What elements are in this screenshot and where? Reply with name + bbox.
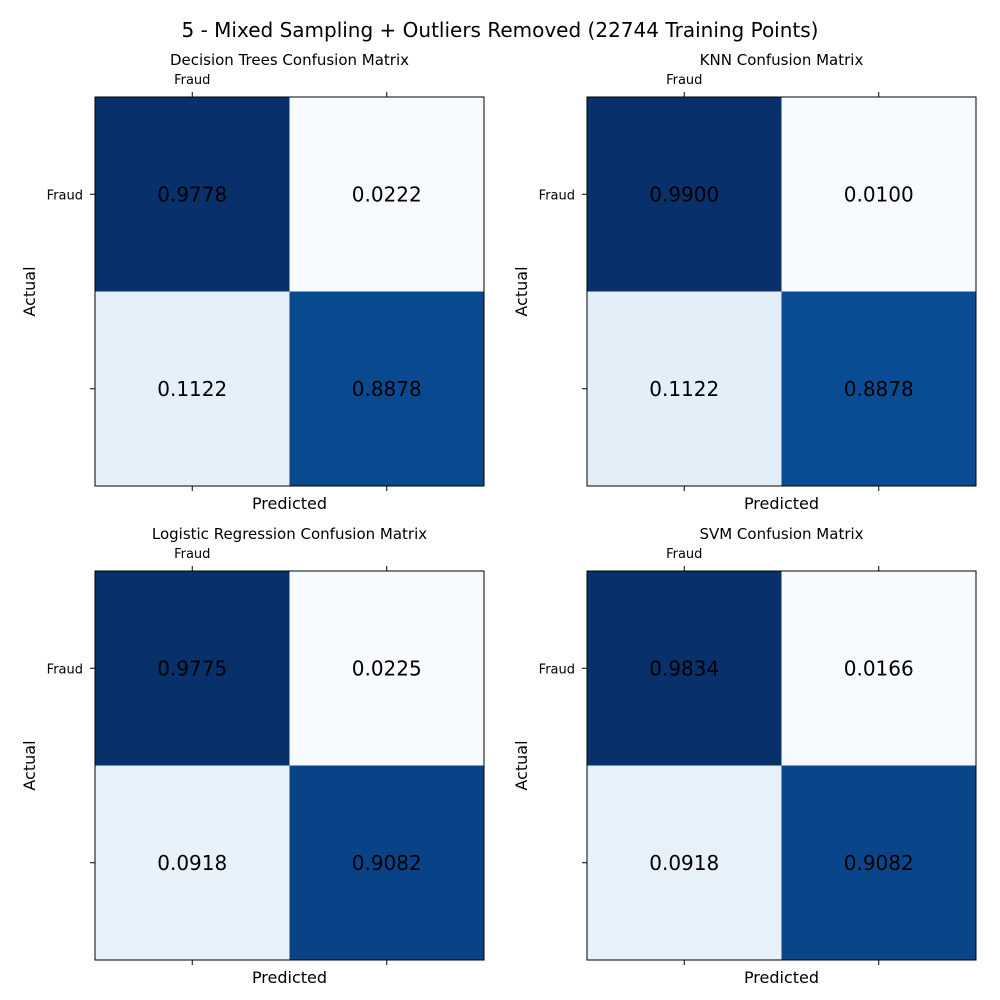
axes-frame bbox=[586, 96, 977, 487]
y-tick-label: Fraud bbox=[47, 662, 83, 677]
y-axis-label: Actual bbox=[20, 266, 39, 316]
cell-value-label: 0.1122 bbox=[649, 377, 719, 401]
matrix-cell bbox=[289, 291, 484, 486]
y-tick-label: Fraud bbox=[47, 188, 83, 203]
x-tick-label: Fraud bbox=[174, 547, 210, 562]
matrix-cell bbox=[781, 571, 976, 766]
y-axis-label: Actual bbox=[20, 740, 39, 790]
cell-value-label: 0.0222 bbox=[352, 182, 422, 206]
figure-suptitle: 5 - Mixed Sampling + Outliers Removed (2… bbox=[182, 18, 819, 42]
cell-value-label: 0.1122 bbox=[157, 377, 227, 401]
axes-frame bbox=[586, 570, 977, 961]
matrix-cell bbox=[95, 97, 290, 292]
matrix-cell bbox=[95, 571, 290, 766]
matrix-cell bbox=[95, 765, 290, 960]
cell-value-label: 0.0225 bbox=[352, 656, 422, 680]
cell-value-label: 0.9834 bbox=[649, 656, 719, 680]
panels: 0.9778 0.0222 0.1122 0.8878 Fraud Fraud Decisi… bbox=[20, 51, 977, 987]
cell-value-label: 0.9900 bbox=[649, 182, 719, 206]
cell-value-label: 0.9082 bbox=[352, 851, 422, 875]
cell-value-label: 0.9082 bbox=[844, 851, 914, 875]
matrix-cell bbox=[587, 765, 782, 960]
x-tick-label: Fraud bbox=[666, 73, 702, 88]
matrix-cell bbox=[781, 291, 976, 486]
panel-title: Decision Trees Confusion Matrix bbox=[170, 51, 409, 69]
x-axis-label: Predicted bbox=[252, 494, 327, 513]
confusion-matrix-panel: 0.9834 0.0166 0.0918 0.9082 Fraud Fraud SVM Co… bbox=[512, 525, 977, 987]
matrix-cell bbox=[587, 291, 782, 486]
y-axis-label: Actual bbox=[512, 266, 531, 316]
matrix-cell bbox=[781, 97, 976, 292]
x-tick-label: Fraud bbox=[174, 73, 210, 88]
panel-title: SVM Confusion Matrix bbox=[699, 525, 863, 543]
y-tick-label: Fraud bbox=[539, 662, 575, 677]
matrix-cell bbox=[587, 571, 782, 766]
y-axis-label: Actual bbox=[512, 740, 531, 790]
confusion-matrix-panel: 0.9778 0.0222 0.1122 0.8878 Fraud Fraud Decisi… bbox=[20, 51, 485, 513]
cell-value-label: 0.8878 bbox=[844, 377, 914, 401]
matrix-cell bbox=[781, 765, 976, 960]
x-axis-label: Predicted bbox=[252, 968, 327, 987]
axes-frame bbox=[94, 96, 485, 487]
x-axis-label: Predicted bbox=[744, 968, 819, 987]
cell-value-label: 0.0918 bbox=[649, 851, 719, 875]
matrix-cell bbox=[289, 97, 484, 292]
panel-title: KNN Confusion Matrix bbox=[700, 51, 864, 69]
matrix-cell bbox=[95, 291, 290, 486]
cell-value-label: 0.9775 bbox=[157, 656, 227, 680]
matrix-cell bbox=[289, 765, 484, 960]
cell-value-label: 0.0166 bbox=[844, 656, 914, 680]
axes-frame bbox=[94, 570, 485, 961]
cell-value-label: 0.0100 bbox=[844, 182, 914, 206]
confusion-matrix-panel: 0.9775 0.0225 0.0918 0.9082 Fraud Fraud Logist… bbox=[20, 525, 485, 987]
confusion-matrix-panel: 0.9900 0.0100 0.1122 0.8878 Fraud Fraud KNN Co… bbox=[512, 51, 977, 513]
x-axis-label: Predicted bbox=[744, 494, 819, 513]
matrix-cell bbox=[587, 97, 782, 292]
y-tick-label: Fraud bbox=[539, 188, 575, 203]
panel-title: Logistic Regression Confusion Matrix bbox=[152, 525, 427, 543]
cell-value-label: 0.9778 bbox=[157, 182, 227, 206]
x-tick-label: Fraud bbox=[666, 547, 702, 562]
cell-value-label: 0.8878 bbox=[352, 377, 422, 401]
cell-value-label: 0.0918 bbox=[157, 851, 227, 875]
matrix-cell bbox=[289, 571, 484, 766]
